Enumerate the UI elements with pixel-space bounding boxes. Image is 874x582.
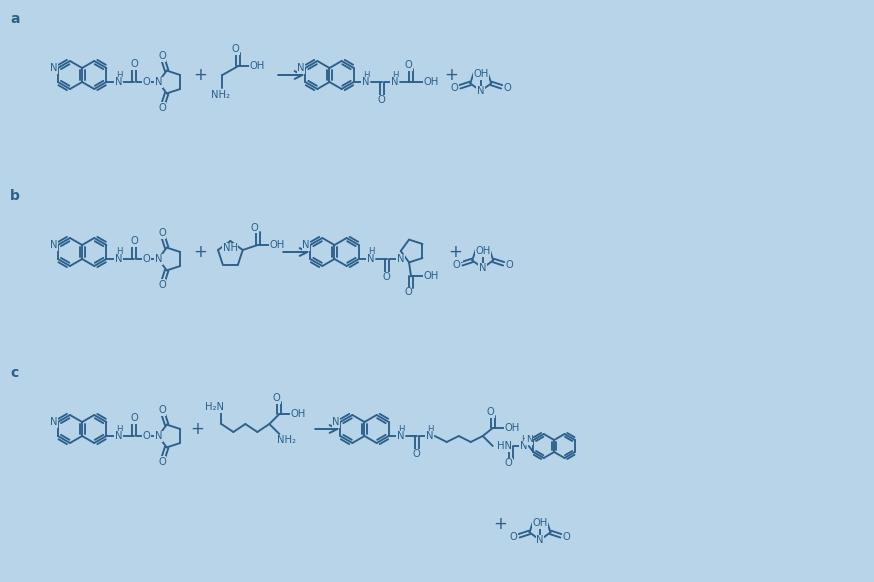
- Text: OH: OH: [532, 518, 548, 528]
- Text: O: O: [453, 261, 461, 271]
- Text: N: N: [391, 77, 399, 87]
- Text: O: O: [142, 77, 150, 87]
- Text: O: O: [378, 95, 385, 105]
- Text: +: +: [447, 243, 461, 261]
- Text: O: O: [130, 59, 138, 69]
- Text: +: +: [193, 243, 207, 261]
- Text: OH: OH: [504, 423, 519, 433]
- Text: N: N: [397, 254, 405, 264]
- Text: N: N: [50, 240, 58, 250]
- Text: N: N: [50, 417, 58, 427]
- Text: N: N: [50, 63, 58, 73]
- Text: b: b: [10, 189, 20, 203]
- Text: H: H: [522, 435, 528, 443]
- Text: H: H: [399, 424, 405, 434]
- Text: +: +: [191, 420, 205, 438]
- Text: NH₂: NH₂: [211, 90, 230, 100]
- Text: H: H: [427, 424, 434, 434]
- Text: N: N: [332, 417, 340, 427]
- Text: H: H: [392, 70, 399, 80]
- Text: O: O: [503, 83, 510, 94]
- Text: H: H: [116, 247, 122, 257]
- Text: N: N: [367, 254, 374, 264]
- Text: N: N: [362, 77, 370, 87]
- Text: OH: OH: [423, 77, 439, 87]
- Text: N: N: [302, 240, 310, 250]
- Text: +: +: [193, 66, 207, 84]
- Text: OH: OH: [269, 240, 284, 250]
- Text: OH: OH: [250, 61, 265, 71]
- Text: +: +: [493, 515, 507, 533]
- Text: O: O: [413, 449, 420, 459]
- Text: N: N: [526, 435, 533, 445]
- Text: O: O: [130, 236, 138, 246]
- Text: OH: OH: [475, 246, 490, 256]
- Text: H: H: [364, 70, 370, 80]
- Text: O: O: [562, 533, 570, 542]
- Text: O: O: [405, 60, 413, 70]
- Text: N: N: [114, 77, 122, 87]
- Text: O: O: [158, 280, 166, 290]
- Text: O: O: [251, 223, 259, 233]
- Text: N: N: [477, 86, 484, 96]
- Text: NH: NH: [223, 243, 238, 253]
- Text: HN: HN: [496, 441, 512, 451]
- Text: N: N: [297, 63, 305, 73]
- Text: H: H: [116, 70, 122, 80]
- Text: N: N: [155, 431, 162, 441]
- Text: O: O: [158, 228, 166, 238]
- Text: N: N: [114, 254, 122, 264]
- Text: H: H: [369, 247, 375, 257]
- Text: O: O: [404, 288, 412, 297]
- Text: O: O: [383, 272, 391, 282]
- Text: OH: OH: [291, 409, 306, 419]
- Text: N: N: [537, 535, 544, 545]
- Text: O: O: [273, 393, 281, 403]
- Text: O: O: [505, 458, 513, 468]
- Text: N: N: [114, 431, 122, 441]
- Text: O: O: [142, 254, 150, 264]
- Text: N: N: [155, 254, 162, 264]
- Text: H: H: [116, 424, 122, 434]
- Text: O: O: [451, 83, 459, 94]
- Text: O: O: [130, 413, 138, 423]
- Text: O: O: [487, 407, 495, 417]
- Text: O: O: [158, 405, 166, 416]
- Text: O: O: [232, 44, 239, 54]
- Text: a: a: [10, 12, 19, 26]
- Text: NH₂: NH₂: [277, 435, 296, 445]
- Text: O: O: [505, 261, 513, 271]
- Text: +: +: [444, 66, 458, 84]
- Text: O: O: [158, 102, 166, 113]
- Text: N: N: [479, 263, 487, 273]
- Text: N: N: [155, 77, 162, 87]
- Text: OH: OH: [473, 69, 489, 79]
- Text: O: O: [158, 51, 166, 61]
- Text: O: O: [510, 533, 517, 542]
- Text: H₂N: H₂N: [205, 402, 224, 412]
- Text: c: c: [10, 366, 18, 380]
- Text: O: O: [158, 457, 166, 467]
- Text: O: O: [142, 431, 150, 441]
- Text: N: N: [397, 431, 405, 441]
- Text: N: N: [520, 441, 528, 451]
- Text: OH: OH: [423, 271, 439, 282]
- Text: N: N: [426, 431, 434, 441]
